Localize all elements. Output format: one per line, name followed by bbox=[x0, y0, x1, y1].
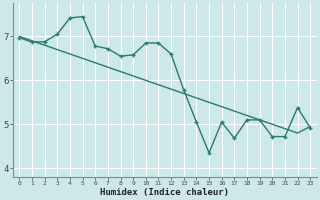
X-axis label: Humidex (Indice chaleur): Humidex (Indice chaleur) bbox=[100, 188, 229, 197]
